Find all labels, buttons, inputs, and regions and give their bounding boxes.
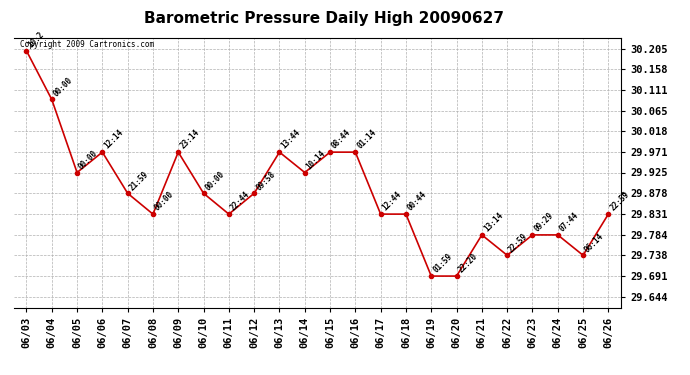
Text: Copyright 2009 Cartronics.com: Copyright 2009 Cartronics.com (20, 40, 154, 49)
Text: 13:44: 13:44 (279, 128, 302, 151)
Text: 12:44: 12:44 (381, 190, 404, 213)
Text: 22:59: 22:59 (609, 190, 631, 213)
Text: 09:29: 09:29 (533, 211, 555, 234)
Text: 10:14: 10:14 (305, 148, 328, 171)
Text: 09:58: 09:58 (254, 169, 277, 192)
Text: 00:00: 00:00 (153, 190, 176, 213)
Text: 01:14: 01:14 (355, 128, 378, 151)
Text: 22:20: 22:20 (457, 252, 480, 275)
Text: 23:14: 23:14 (178, 128, 201, 151)
Text: 10:2: 10:2 (26, 30, 46, 50)
Text: 00:00: 00:00 (52, 75, 75, 98)
Text: 07:44: 07:44 (558, 211, 580, 234)
Text: 08:44: 08:44 (330, 128, 353, 151)
Text: 00:44: 00:44 (406, 190, 428, 213)
Text: Barometric Pressure Daily High 20090627: Barometric Pressure Daily High 20090627 (144, 11, 504, 26)
Text: 00:00: 00:00 (77, 148, 100, 171)
Text: 00:00: 00:00 (204, 169, 226, 192)
Text: 21:59: 21:59 (128, 169, 150, 192)
Text: 12:14: 12:14 (102, 128, 125, 151)
Text: 13:14: 13:14 (482, 211, 504, 234)
Text: 22:44: 22:44 (229, 190, 252, 213)
Text: 22:59: 22:59 (507, 231, 530, 254)
Text: 06:14: 06:14 (583, 231, 606, 254)
Text: 01:59: 01:59 (431, 252, 454, 275)
